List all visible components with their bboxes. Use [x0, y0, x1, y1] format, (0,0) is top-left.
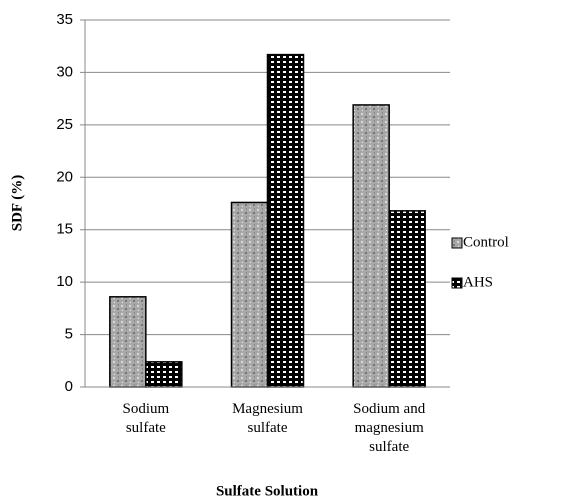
- y-tick-label: 10: [56, 273, 73, 290]
- legend-swatch: [451, 237, 463, 249]
- y-tick-label: 25: [56, 116, 73, 133]
- y-tick-label: 0: [65, 378, 73, 395]
- bar: [230, 201, 269, 388]
- bar: [352, 104, 390, 388]
- x-tick-label: Magnesium sulfate: [232, 401, 303, 436]
- y-tick-label: 15: [56, 221, 73, 238]
- legend-label: AHS: [463, 274, 493, 290]
- bar: [109, 296, 147, 388]
- bar: [145, 361, 183, 388]
- legend-label: Control: [463, 234, 509, 250]
- x-axis-title: Sulfate Solution: [216, 483, 319, 499]
- y-tick-label: 30: [56, 63, 73, 80]
- y-tick-label: 5: [65, 326, 73, 343]
- legend-swatch: [451, 277, 463, 289]
- bar: [266, 53, 305, 388]
- x-tick-label: Sodium sulfate: [122, 401, 169, 436]
- x-tick-label: Sodium and magnesium sulfate: [353, 401, 426, 455]
- y-axis-title: SDF (%): [9, 175, 25, 232]
- y-tick-label: 35: [56, 11, 73, 28]
- bar: [388, 210, 426, 388]
- y-tick-label: 20: [56, 168, 73, 185]
